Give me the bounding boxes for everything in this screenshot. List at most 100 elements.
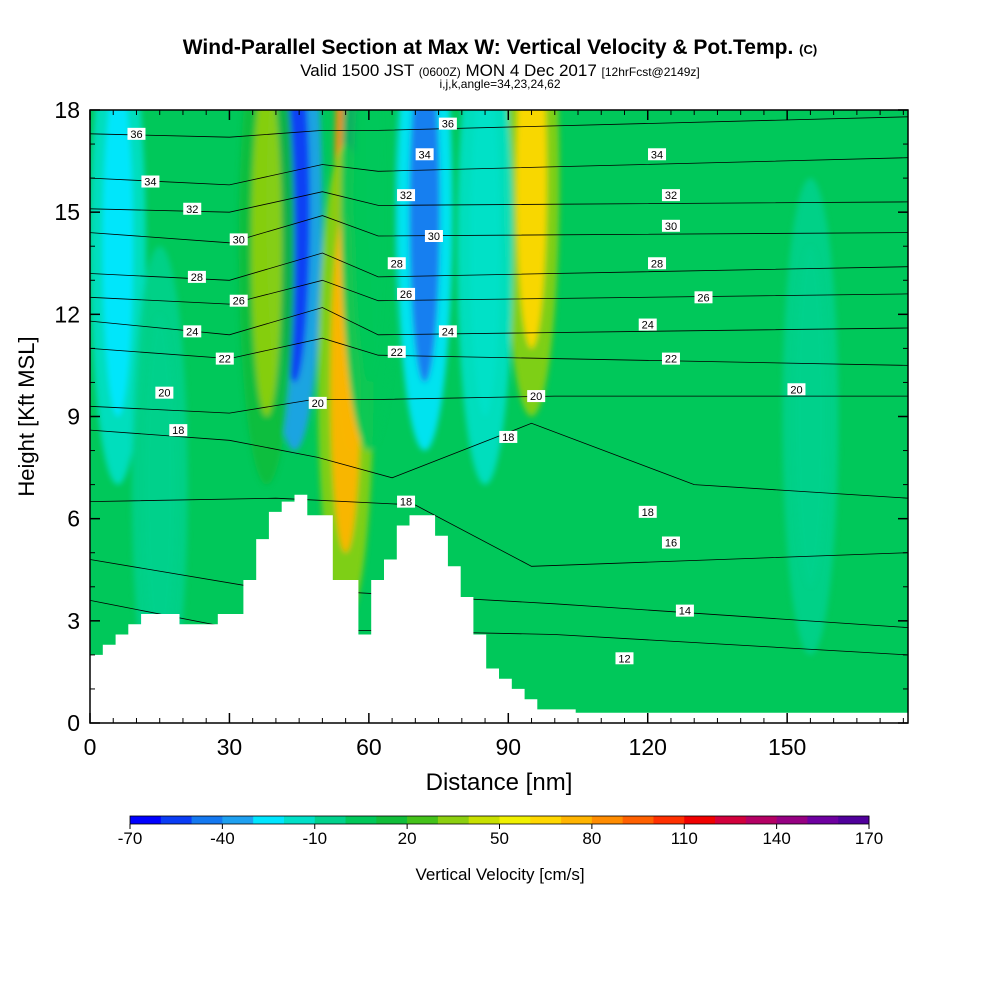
theta-contour-30	[90, 215, 908, 244]
terrain	[90, 494, 908, 723]
contour-label: 30	[665, 221, 677, 233]
theta-contour-34	[90, 157, 908, 186]
contour-label-box-4	[187, 270, 206, 283]
contour-label: 16	[665, 538, 677, 550]
contour-label-box-7	[215, 352, 234, 365]
colorbar-swatch	[807, 816, 839, 824]
velocity-cell-core-5	[102, 110, 134, 417]
colorbar-swatch	[253, 816, 285, 824]
colorbar-swatch	[345, 816, 377, 824]
contour-label-box-30	[638, 505, 657, 518]
x-axis: 0 30 60 90 120 150 Distance [nm]	[84, 110, 904, 796]
colorbar-tick-label: 170	[855, 829, 883, 848]
velocity-cell-core-7	[469, 110, 501, 417]
contour-label: 28	[651, 258, 663, 270]
x-tick-label: 30	[217, 734, 243, 760]
colorbar-tick-label: -10	[302, 829, 327, 848]
colorbar-tick-label: 80	[582, 829, 601, 848]
x-tick-label: 0	[84, 734, 97, 760]
contour-label: 34	[144, 177, 156, 189]
contour-label-box-3	[229, 233, 248, 246]
contour-label-box-28	[661, 352, 680, 365]
theta-contour-18	[90, 422, 908, 499]
contour-label-box-10	[308, 396, 327, 409]
theta-contour-22	[90, 337, 908, 366]
contour-label-box-19	[397, 495, 416, 508]
velocity-cell-core-9	[144, 314, 176, 655]
contour-label-box-12	[415, 148, 434, 161]
contour-label: 18	[400, 497, 412, 509]
contour-label-box-18	[387, 345, 406, 358]
colorbar-swatch	[499, 816, 531, 824]
contour-label: 20	[530, 391, 542, 403]
contour-label-box-15	[387, 257, 406, 270]
velocity-cell-core-4	[409, 110, 440, 383]
contour-label: 18	[642, 507, 654, 519]
contour-label: 32	[400, 190, 412, 202]
colorbar: -70 -40 -10 20 50 80 110 140 170 Vertical Velocit…	[118, 815, 883, 884]
colorbar-tick-label: 110	[671, 829, 698, 848]
contour-label: 26	[697, 292, 709, 304]
colorbar-tick-label: -40	[210, 829, 235, 848]
colorbar-swatch	[653, 816, 685, 824]
grid-info: i,j,k,angle=34,23,24,62	[439, 77, 561, 91]
chart-title-text: Wind-Parallel Section at Max W: Vertical…	[182, 36, 794, 59]
vertical-velocity-field	[90, 110, 908, 723]
colorbar-swatch	[715, 816, 747, 824]
contour-label: 18	[172, 425, 184, 437]
theta-contour-36	[90, 116, 908, 138]
colorbar-swatch	[561, 816, 593, 824]
velocity-cell-core-6	[516, 110, 547, 349]
theta-contour-26	[90, 279, 908, 305]
contour-label-box-24	[661, 219, 680, 232]
contour-label-box-13	[397, 189, 416, 202]
colorbar-swatch	[160, 816, 193, 824]
colorbar-swatch	[468, 816, 500, 824]
contour-label: 20	[312, 398, 324, 410]
colorbar-swatch	[314, 816, 347, 824]
forecast-info: [12hrFcst@2149z]	[601, 65, 700, 79]
colorbar-swatch	[407, 816, 439, 824]
contour-label-box-9	[169, 424, 188, 437]
contour-label: 36	[442, 119, 454, 131]
colorbar-swatch	[376, 816, 408, 824]
chart-title-suffix: (C)	[799, 42, 818, 57]
colorbar-tick-label: 50	[490, 829, 509, 848]
x-axis-label: Distance [nm]	[426, 769, 573, 796]
contour-label-box-32	[675, 604, 694, 617]
contour-label: 20	[790, 384, 802, 396]
colorbar-swatch	[191, 816, 223, 824]
contour-label: 12	[618, 653, 630, 665]
valid-date: MON 4 Dec 2017	[465, 61, 597, 80]
contour-label: 24	[642, 320, 654, 332]
contour-label: 14	[679, 606, 691, 618]
velocity-cell-core-3	[353, 110, 385, 383]
theta-contour-32	[90, 191, 908, 213]
y-tick-label: 9	[67, 404, 80, 430]
colorbar-swatch	[776, 816, 808, 824]
contour-labels: 36 34 32 30 28 26 24 22 20 18 20 36 34 32 30 28 26 24 22 18…	[127, 117, 806, 665]
contour-label-box-26	[694, 291, 713, 304]
y-tick-label: 6	[67, 506, 80, 532]
colorbar-tick-label: -70	[118, 829, 143, 848]
contour-label-box-25	[648, 257, 667, 270]
contour-label: 36	[130, 129, 142, 141]
contour-label: 26	[233, 296, 245, 308]
contour-label: 32	[665, 190, 677, 202]
colorbar-swatch	[437, 816, 470, 824]
colorbar-tick-label: 140	[762, 829, 790, 848]
colorbar-label: Vertical Velocity [cm/s]	[415, 865, 584, 884]
contour-label: 34	[419, 149, 431, 161]
contour-label-box-21	[499, 430, 518, 443]
contour-label: 18	[502, 432, 514, 444]
contour-label: 22	[665, 354, 677, 366]
x-tick-label: 60	[356, 734, 382, 760]
contour-label: 20	[158, 388, 170, 400]
contour-label-box-1	[141, 175, 160, 188]
utc-time: (0600Z)	[418, 65, 461, 79]
contour-label: 28	[391, 258, 403, 270]
contour-label-box-27	[638, 318, 657, 331]
contour-label-box-33	[615, 652, 634, 665]
colorbar-swatch	[622, 816, 654, 824]
contour-label-box-31	[661, 536, 680, 549]
